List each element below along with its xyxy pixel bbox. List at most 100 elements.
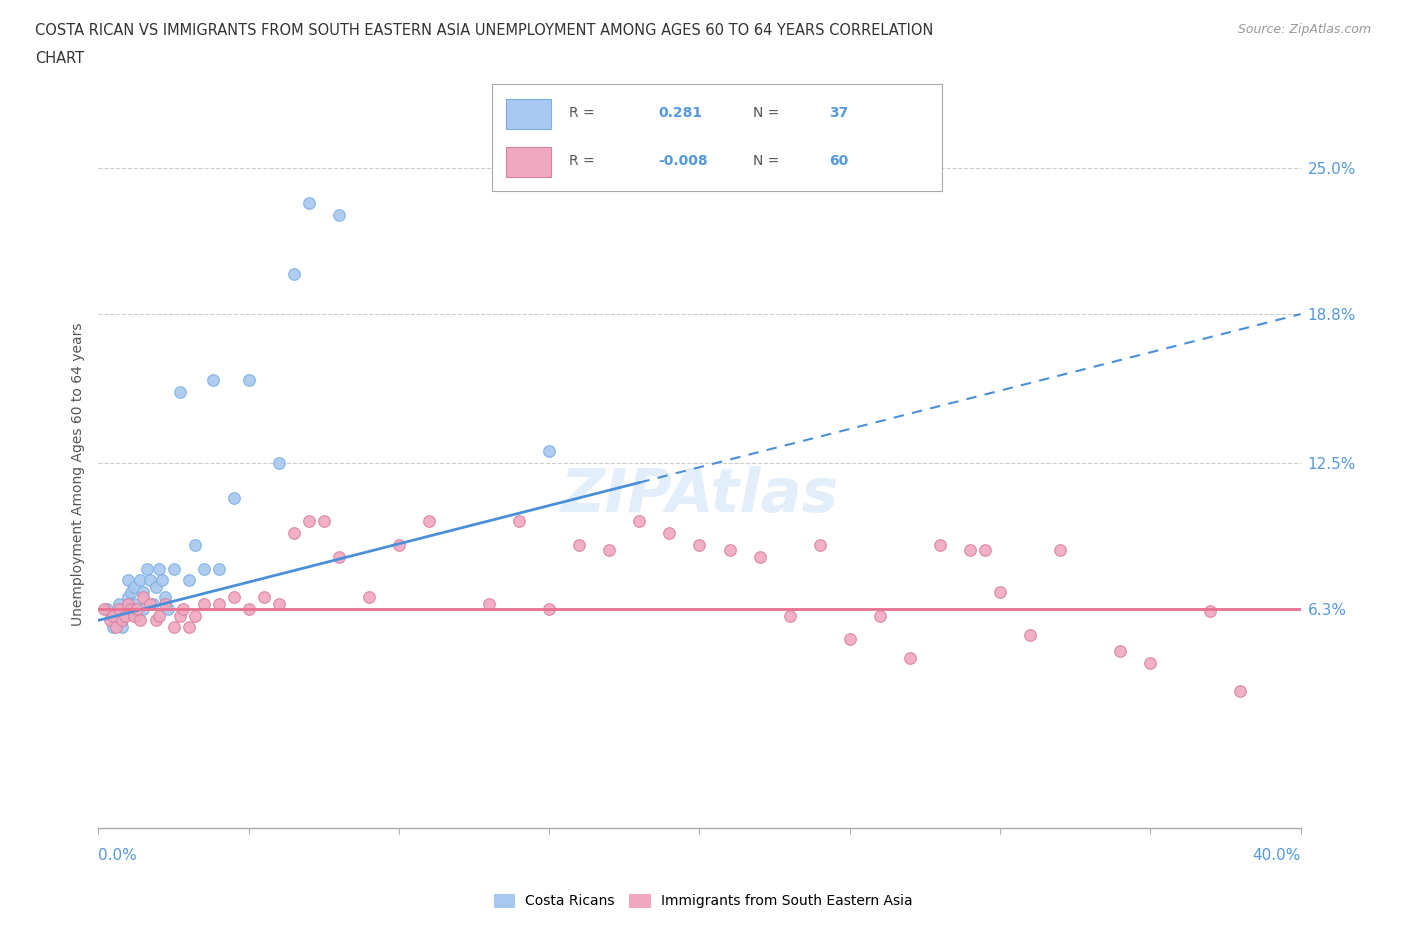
Point <box>1139 656 1161 671</box>
Point <box>298 514 321 529</box>
Point <box>162 620 184 635</box>
Point <box>779 608 801 623</box>
Point <box>1199 604 1222 618</box>
Point <box>208 596 231 611</box>
Point <box>808 538 831 552</box>
Point <box>177 573 200 588</box>
Text: 0.281: 0.281 <box>658 106 703 120</box>
Point <box>568 538 591 552</box>
Point <box>117 590 139 604</box>
Point <box>141 596 163 611</box>
Point <box>105 608 128 623</box>
Point <box>169 608 191 623</box>
Point <box>132 590 155 604</box>
Point <box>193 596 215 611</box>
Text: 40.0%: 40.0% <box>1253 848 1301 863</box>
Text: 60: 60 <box>830 153 849 167</box>
Point <box>108 596 131 611</box>
Point <box>538 444 561 458</box>
Text: N =: N = <box>754 153 779 167</box>
Point <box>103 620 125 635</box>
Point <box>598 542 620 557</box>
Point <box>124 608 146 623</box>
Bar <box>506 99 551 128</box>
Point <box>238 373 260 388</box>
Point <box>93 601 115 616</box>
Point <box>132 585 155 600</box>
Point <box>689 538 711 552</box>
Point <box>267 596 290 611</box>
Point <box>169 384 191 399</box>
Point <box>283 267 305 282</box>
Point <box>328 550 350 565</box>
Point <box>183 608 205 623</box>
Point <box>117 596 139 611</box>
Legend: Costa Ricans, Immigrants from South Eastern Asia: Costa Ricans, Immigrants from South East… <box>488 889 918 914</box>
Text: R =: R = <box>568 106 595 120</box>
Point <box>111 620 134 635</box>
Text: 37: 37 <box>830 106 849 120</box>
Point <box>959 542 981 557</box>
Point <box>1109 644 1132 658</box>
Y-axis label: Unemployment Among Ages 60 to 64 years: Unemployment Among Ages 60 to 64 years <box>70 323 84 626</box>
Point <box>100 613 122 628</box>
Text: R =: R = <box>568 153 595 167</box>
Point <box>898 651 921 666</box>
Point <box>103 608 125 623</box>
Bar <box>506 147 551 177</box>
Point <box>1049 542 1071 557</box>
Point <box>153 590 176 604</box>
Point <box>478 596 501 611</box>
Point <box>658 525 681 540</box>
Point <box>145 613 167 628</box>
Point <box>283 525 305 540</box>
Point <box>298 196 321 211</box>
Point <box>148 608 170 623</box>
Point <box>172 601 194 616</box>
Text: 0.0%: 0.0% <box>98 848 138 863</box>
Point <box>111 613 134 628</box>
Point <box>135 561 157 576</box>
Point <box>145 580 167 595</box>
Point <box>869 608 891 623</box>
Point <box>162 561 184 576</box>
Point <box>988 585 1011 600</box>
Point <box>132 601 155 616</box>
Point <box>124 596 146 611</box>
Text: ZIPAtlas: ZIPAtlas <box>561 466 838 525</box>
Point <box>121 601 143 616</box>
Point <box>628 514 651 529</box>
Point <box>138 596 160 611</box>
Point <box>208 561 231 576</box>
Point <box>156 601 179 616</box>
Point <box>153 596 176 611</box>
Point <box>974 542 997 557</box>
Point <box>312 514 335 529</box>
Point <box>193 561 215 576</box>
Point <box>108 601 131 616</box>
Point <box>148 561 170 576</box>
Point <box>748 550 770 565</box>
Point <box>183 538 205 552</box>
Point <box>124 580 146 595</box>
Point <box>150 573 173 588</box>
Point <box>127 608 149 623</box>
Text: N =: N = <box>754 106 779 120</box>
Point <box>1019 627 1042 642</box>
Point <box>114 608 136 623</box>
Text: Source: ZipAtlas.com: Source: ZipAtlas.com <box>1237 23 1371 36</box>
Point <box>121 585 143 600</box>
Text: -0.008: -0.008 <box>658 153 709 167</box>
Point <box>117 573 139 588</box>
Point <box>177 620 200 635</box>
Point <box>222 490 245 505</box>
Point <box>267 455 290 470</box>
Point <box>238 601 260 616</box>
Point <box>105 620 128 635</box>
Point <box>1229 684 1251 698</box>
Point <box>538 601 561 616</box>
Point <box>127 601 149 616</box>
Point <box>357 590 380 604</box>
Point <box>418 514 440 529</box>
Point <box>138 573 160 588</box>
